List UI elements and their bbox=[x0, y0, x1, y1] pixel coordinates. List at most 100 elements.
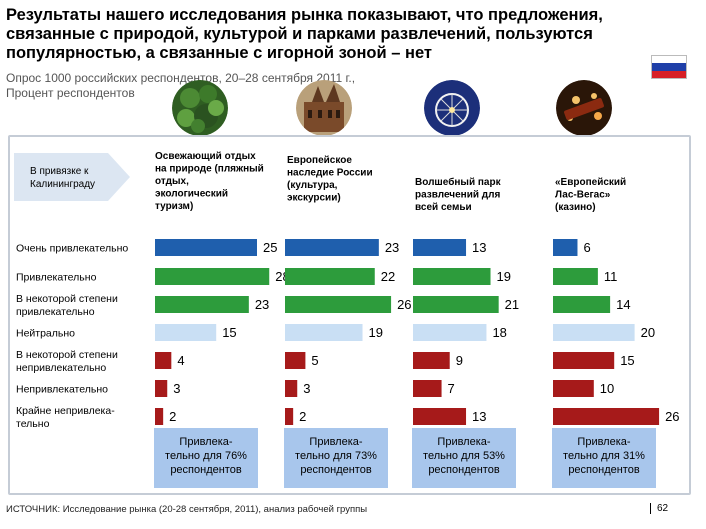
bar-value-label: 11 bbox=[604, 269, 618, 284]
summary-box bbox=[284, 428, 388, 488]
bar bbox=[155, 380, 168, 397]
summary-label: респондентов bbox=[170, 464, 242, 476]
bar bbox=[285, 296, 392, 313]
category-label: В некоторой степени bbox=[16, 349, 118, 361]
chart-panel: В привязке к Калининграду Очень привлекате… bbox=[8, 135, 691, 495]
bar bbox=[553, 239, 578, 256]
bar bbox=[155, 408, 164, 425]
bar bbox=[155, 239, 257, 256]
panel-header-label: отдых, bbox=[155, 176, 189, 187]
summary-box bbox=[154, 428, 258, 488]
bar bbox=[285, 324, 363, 341]
flag-stripe-red bbox=[652, 70, 686, 78]
panel-header-label: наследие России bbox=[287, 168, 373, 179]
bar bbox=[553, 296, 611, 313]
category-label: Нейтрально bbox=[16, 328, 75, 340]
bar-value-label: 26 bbox=[665, 409, 679, 424]
summary-box bbox=[552, 428, 656, 488]
category-label: В некоторой степени bbox=[16, 293, 118, 305]
summary-label: тельно для 76% bbox=[165, 450, 247, 462]
flag-stripe-blue bbox=[652, 63, 686, 71]
source-note: ИСТОЧНИК: Исследование рынка (20-28 сент… bbox=[6, 504, 368, 515]
bar-value-label: 18 bbox=[492, 325, 506, 340]
bar-value-label: 13 bbox=[472, 240, 486, 255]
bar-value-label: 22 bbox=[381, 269, 395, 284]
chart-svg: В привязке к Калининграду Очень привлекате… bbox=[14, 151, 680, 488]
bar bbox=[413, 268, 491, 285]
bar bbox=[413, 408, 467, 425]
category-label: Привлекательно bbox=[16, 272, 97, 284]
category-label: Крайне непривлека- bbox=[16, 405, 115, 417]
category-label: Непривлекательно bbox=[16, 384, 108, 396]
bar-value-label: 19 bbox=[369, 325, 383, 340]
panel-header-label: (казино) bbox=[555, 202, 596, 213]
bar bbox=[413, 239, 467, 256]
flag-stripe-white bbox=[652, 56, 686, 64]
summary-label: Привлека- bbox=[437, 436, 490, 448]
panel-header-label: туризм) bbox=[155, 201, 193, 212]
bar-value-label: 4 bbox=[177, 353, 184, 368]
summary-label: Привлека- bbox=[577, 436, 630, 448]
bar-value-label: 23 bbox=[385, 240, 399, 255]
bar bbox=[285, 268, 375, 285]
panel-header-label: развлечений для bbox=[415, 190, 500, 201]
row-header-label: В привязке к bbox=[30, 166, 89, 177]
panel-header-label: Лас-Вегас» bbox=[555, 190, 611, 201]
bar bbox=[155, 324, 217, 341]
summary-label: тельно для 31% bbox=[563, 450, 645, 462]
bar-value-label: 15 bbox=[222, 325, 236, 340]
bar-value-label: 20 bbox=[641, 325, 655, 340]
summary-label: тельно для 73% bbox=[295, 450, 377, 462]
bar bbox=[285, 239, 379, 256]
bar bbox=[553, 408, 660, 425]
bar-value-label: 2 bbox=[299, 409, 306, 424]
bar bbox=[285, 352, 306, 369]
bar-value-label: 26 bbox=[397, 297, 411, 312]
summary-label: респондентов bbox=[300, 464, 372, 476]
nature-photo-icon bbox=[172, 80, 228, 136]
panel-header-label: Волшебный парк bbox=[415, 176, 502, 188]
subtitle-line-1: Опрос 1000 российских респондентов, 20–2… bbox=[6, 71, 356, 85]
bar bbox=[413, 296, 499, 313]
russian-flag-icon bbox=[651, 55, 687, 79]
summary-label: тельно для 53% bbox=[423, 450, 505, 462]
panel-header-label: всей семьи bbox=[415, 202, 472, 213]
subtitle: Опрос 1000 российских респондентов, 20–2… bbox=[6, 71, 355, 101]
panel-header-label: «Европейский bbox=[555, 177, 626, 188]
row-header-label: Калининграду bbox=[30, 179, 95, 190]
row-header-arrow bbox=[14, 153, 130, 201]
bar-value-label: 21 bbox=[505, 297, 519, 312]
bar-value-label: 9 bbox=[456, 353, 463, 368]
summary-label: респондентов bbox=[568, 464, 640, 476]
bar-value-label: 19 bbox=[497, 269, 511, 284]
subtitle-line-2: Процент респондентов bbox=[6, 86, 135, 100]
casino-photo-icon bbox=[556, 80, 612, 136]
bar bbox=[553, 268, 598, 285]
summary-label: респондентов bbox=[428, 464, 500, 476]
bar-value-label: 10 bbox=[600, 381, 614, 396]
panel-header-label: Европейское bbox=[287, 155, 352, 166]
bar bbox=[155, 296, 249, 313]
bar-value-label: 14 bbox=[616, 297, 630, 312]
bar-value-label: 3 bbox=[173, 381, 180, 396]
bar bbox=[413, 324, 487, 341]
amusement-park-photo-icon bbox=[424, 80, 480, 136]
category-label: Очень привлекательно bbox=[16, 243, 128, 255]
panel-header-label: экологический bbox=[155, 189, 228, 200]
bar bbox=[155, 268, 270, 285]
bar bbox=[285, 408, 294, 425]
panel-header-label: на природе (пляжный bbox=[155, 164, 264, 175]
category-label: непривлекательно bbox=[16, 362, 106, 374]
bar-value-label: 13 bbox=[472, 409, 486, 424]
bar bbox=[553, 324, 635, 341]
bar bbox=[285, 380, 298, 397]
bar-value-label: 25 bbox=[263, 240, 277, 255]
bar-value-label: 5 bbox=[311, 353, 318, 368]
heritage-photo-icon bbox=[296, 80, 352, 136]
bar-value-label: 6 bbox=[583, 240, 590, 255]
page-number: 62 bbox=[650, 503, 668, 514]
panel-header-label: (культура, bbox=[287, 180, 338, 191]
summary-label: Привлека- bbox=[309, 436, 362, 448]
bar bbox=[553, 352, 615, 369]
bar bbox=[553, 380, 594, 397]
